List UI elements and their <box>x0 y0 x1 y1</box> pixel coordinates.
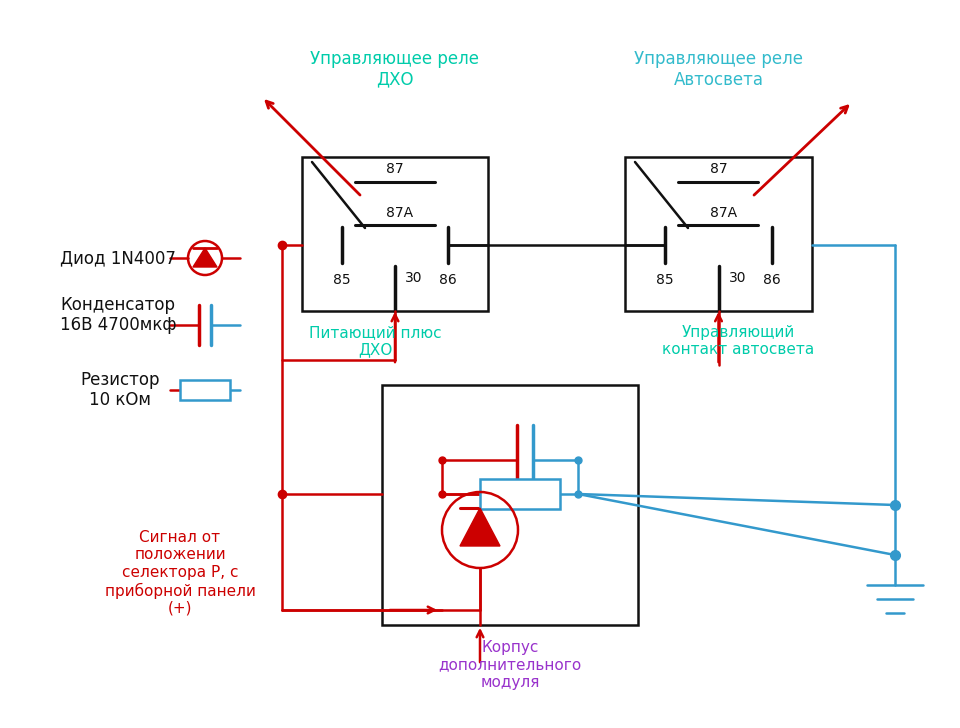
Text: Питающий плюс
ДХО: Питающий плюс ДХО <box>309 325 442 357</box>
Text: Управляющее реле
ДХО: Управляющее реле ДХО <box>310 50 479 89</box>
Text: Сигнал от
положении
селектора Р, с
приборной панели
(+): Сигнал от положении селектора Р, с прибо… <box>105 530 255 616</box>
Text: Корпус
дополнительного
модуля: Корпус дополнительного модуля <box>439 640 582 690</box>
Text: 30: 30 <box>729 271 746 285</box>
Text: Управляющее реле
Автосвета: Управляющее реле Автосвета <box>634 50 803 89</box>
Text: 87: 87 <box>386 162 404 176</box>
Text: Конденсатор
16В 4700мкф: Конденсатор 16В 4700мкф <box>60 296 177 334</box>
Bar <box>180 380 230 400</box>
Bar <box>302 157 488 311</box>
Polygon shape <box>193 248 217 267</box>
Text: 85: 85 <box>333 273 350 287</box>
Bar <box>382 385 638 625</box>
Text: 86: 86 <box>439 273 457 287</box>
Bar <box>480 479 560 509</box>
Text: 87A: 87A <box>387 206 414 220</box>
Text: 87: 87 <box>709 162 728 176</box>
Text: 85: 85 <box>657 273 674 287</box>
Text: 87A: 87A <box>710 206 737 220</box>
Polygon shape <box>460 508 500 546</box>
Text: Резистор
10 кОм: Резистор 10 кОм <box>80 371 159 409</box>
Text: 30: 30 <box>405 271 422 285</box>
Bar <box>625 157 812 311</box>
Text: 86: 86 <box>763 273 780 287</box>
Text: Управляющий
контакт автосвета: Управляющий контакт автосвета <box>662 325 815 357</box>
Text: Диод 1N4007: Диод 1N4007 <box>60 249 176 267</box>
